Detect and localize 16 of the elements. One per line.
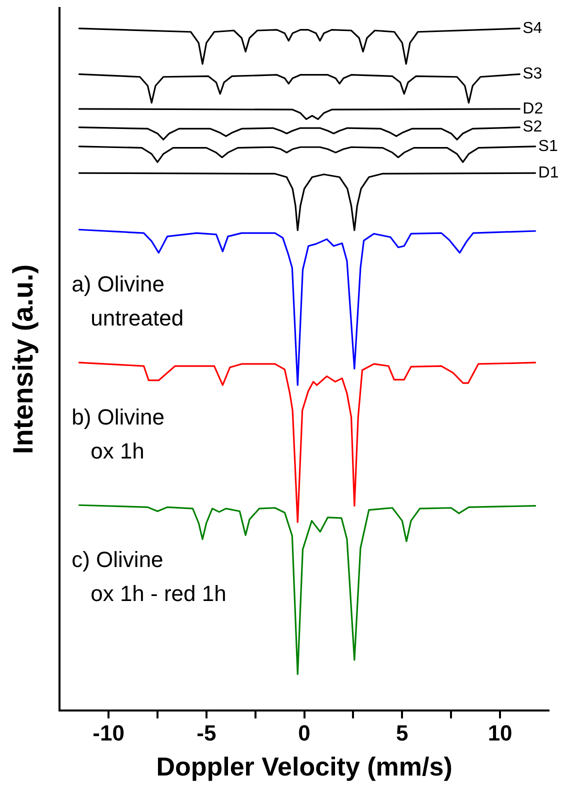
series-label: D2	[522, 100, 544, 118]
series-label: S2	[522, 118, 542, 136]
x-axis-title: Doppler Velocity (mm/s)	[156, 752, 452, 782]
x-tick-label: 0	[298, 720, 310, 746]
x-tick-label: 10	[488, 720, 512, 746]
series-label: S3	[522, 66, 542, 83]
series-label: S1	[538, 138, 558, 155]
series-label: S4	[522, 20, 542, 37]
x-tick-label: -10	[92, 720, 124, 746]
series-label: c) Olivine ox 1h - red 1h	[72, 547, 226, 606]
y-axis-title: Intensity (a.u.)	[8, 264, 39, 454]
series-label: D1	[538, 164, 559, 182]
x-tick-label: 5	[396, 720, 408, 746]
series-label: b) Olivine ox 1h	[72, 404, 165, 464]
series-label: a) Olivine untreated	[72, 272, 184, 331]
x-tick-label: -5	[196, 720, 216, 746]
